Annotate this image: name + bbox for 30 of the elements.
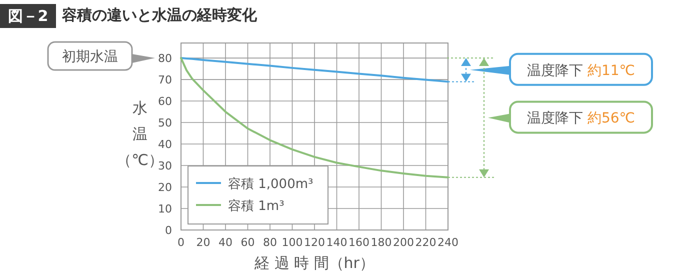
x-tick-label: 100 (282, 236, 303, 249)
y-tick-label: 80 (158, 52, 172, 66)
chart-title: 容積の違いと水温の経時変化 (61, 6, 258, 24)
x-tick-label: 60 (240, 236, 255, 249)
text: 温度降下 約11℃ (527, 62, 635, 79)
text: 温度降下 約56℃ (527, 110, 635, 127)
x-axis-title: 経 過 時 間（hr） (254, 254, 374, 271)
x-tick-label: 160 (348, 236, 370, 249)
x-tick-label: 20 (196, 236, 210, 249)
x-tick-label: 140 (326, 236, 348, 249)
y-tick-label: 40 (158, 138, 172, 152)
x-tick-label: 200 (393, 236, 414, 249)
legend-label: 容積 1m³ (228, 198, 284, 214)
text: 初期水温 (62, 49, 118, 66)
legend-label: 容積 1,000m³ (228, 176, 314, 192)
y-tick-label: 60 (158, 95, 172, 108)
y-tick-label: 20 (158, 181, 172, 194)
x-tick-label: 80 (263, 236, 277, 249)
x-tick-label: 240 (438, 236, 458, 249)
x-tick-label: 0 (178, 236, 184, 249)
y-tick-label: 0 (165, 224, 172, 237)
text: 図－2 (8, 7, 48, 25)
y-tick-label: 50 (158, 116, 172, 130)
x-tick-label: 40 (218, 236, 232, 249)
x-tick-label: 220 (415, 236, 436, 249)
x-tick-label: 120 (304, 236, 325, 249)
y-tick-label: 70 (158, 74, 172, 87)
y-tick-label: 10 (158, 202, 172, 216)
y-tick-label: 30 (158, 160, 172, 173)
x-tick-label: 180 (370, 236, 392, 249)
